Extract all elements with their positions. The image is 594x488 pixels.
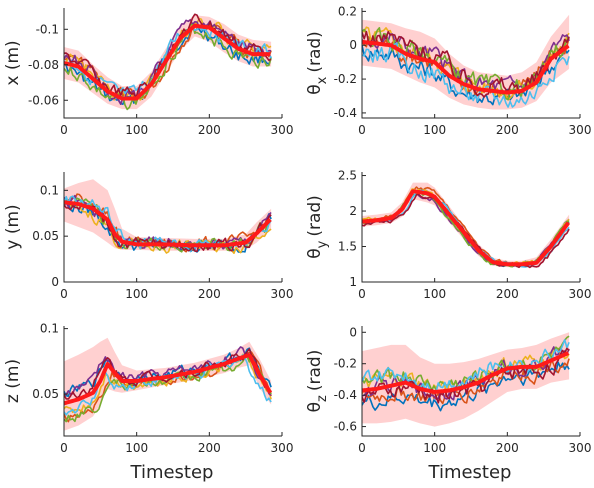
panel-x: 0 100 200 300 -0.06 -0.08 -0.1 x (m) <box>3 8 293 137</box>
mean-line <box>64 200 272 248</box>
y-tick-label: -0.06 <box>28 93 59 107</box>
x-tick-label: 100 <box>125 441 148 455</box>
panel-thz: 0 100 200 300 0 -0.2 -0.4 -0.6 θz(rad) <box>305 325 591 455</box>
y-tick-label: 0.2 <box>338 4 357 18</box>
plot-area-x <box>64 13 272 111</box>
x-tick-label: 0 <box>60 441 68 455</box>
y-tick-label: -0.6 <box>334 420 357 434</box>
trial-line-2 <box>362 186 570 266</box>
y-tick-label: 0 <box>349 325 357 339</box>
x-tick-label: 0 <box>60 123 68 137</box>
trial-line-3 <box>64 200 272 254</box>
confidence-band <box>362 182 570 268</box>
mean-line <box>362 39 570 95</box>
x-tick-label: 300 <box>569 287 592 301</box>
x-tick-label: 200 <box>496 441 519 455</box>
y-tick-label: 0 <box>51 275 59 289</box>
y-tick-label: 1 <box>349 275 357 289</box>
y-tick-label: 0.05 <box>32 387 59 401</box>
x-tick-label: 100 <box>125 123 148 137</box>
x-tick-label: 300 <box>271 287 294 301</box>
x-tick-label: 200 <box>198 441 221 455</box>
y-tick-label: 0.1 <box>40 322 59 336</box>
y-tick-label: 1.5 <box>338 240 357 254</box>
x-tick-label: 100 <box>423 441 446 455</box>
y-tick-label: 0 <box>349 38 357 52</box>
y-axis-label-x: x (m) <box>3 40 23 85</box>
trial-line-7 <box>362 30 570 98</box>
y-axis-label-thy: θy(rad) <box>305 195 330 259</box>
mean-line <box>362 189 570 267</box>
y-axis-label-thx: θx(rad) <box>305 31 330 95</box>
x-tick-label: 100 <box>423 287 446 301</box>
x-tick-label: 300 <box>569 441 592 455</box>
x-tick-label: 200 <box>496 287 519 301</box>
trial-line-7 <box>362 347 570 404</box>
x-tick-label: 200 <box>198 123 221 137</box>
y-tick-label: 0.1 <box>40 183 59 197</box>
axes-thy <box>361 172 580 283</box>
plot-area-thz <box>362 332 570 427</box>
y-axis-label-y: y (m) <box>3 204 23 249</box>
y-tick-label: 0.05 <box>32 229 59 243</box>
x-tick-label: 0 <box>358 441 366 455</box>
plot-area-y <box>64 179 272 254</box>
y-tick-label: -0.1 <box>36 22 59 36</box>
x-tick-label: 0 <box>358 123 366 137</box>
panel-y: 0 100 200 300 0.1 0.05 0 y (m) <box>3 172 293 301</box>
x-tick-label: 0 <box>60 287 68 301</box>
panel-thy: 0 100 200 300 2.5 2 1.5 1 θy(rad) <box>305 169 591 301</box>
x-tick-label: 300 <box>569 123 592 137</box>
y-tick-label: 2.5 <box>338 169 357 183</box>
trial-line-7 <box>64 348 272 400</box>
x-tick-label: 200 <box>198 287 221 301</box>
x-tick-label: 100 <box>125 287 148 301</box>
mean-line <box>64 353 273 406</box>
y-tick-label: -0.2 <box>334 357 357 371</box>
x-tick-label: 300 <box>271 123 294 137</box>
plot-area-thx <box>362 14 570 110</box>
x-axis-label-left: Timestep <box>130 462 214 483</box>
panel-z: 0 100 200 300 0.1 0.05 z (m) <box>3 322 293 455</box>
y-tick-label: -0.08 <box>28 58 59 72</box>
x-tick-label: 100 <box>423 123 446 137</box>
mean-line <box>362 351 570 394</box>
x-axis-label-right: Timestep <box>428 462 512 483</box>
y-tick-label: 2 <box>349 204 357 218</box>
panel-thx: 0 100 200 300 0.2 0 -0.2 -0.4 θx(rad) <box>305 4 591 137</box>
mean-line <box>64 23 271 101</box>
x-tick-label: 0 <box>358 287 366 301</box>
y-axis-label-z: z (m) <box>3 359 23 403</box>
confidence-band <box>64 15 272 110</box>
plot-area-thy <box>362 182 570 269</box>
y-tick-label: -0.4 <box>334 388 357 402</box>
y-tick-label: -0.2 <box>334 72 357 86</box>
y-axis-label-thz: θz(rad) <box>305 350 330 413</box>
confidence-band <box>362 332 570 427</box>
y-tick-label: -0.4 <box>334 106 357 120</box>
trial-line-6 <box>362 42 570 108</box>
trial-line-6 <box>362 339 570 394</box>
x-tick-label: 200 <box>496 123 519 137</box>
plot-area-z <box>64 337 273 431</box>
trial-line-4 <box>64 346 272 397</box>
x-tick-label: 300 <box>271 441 294 455</box>
